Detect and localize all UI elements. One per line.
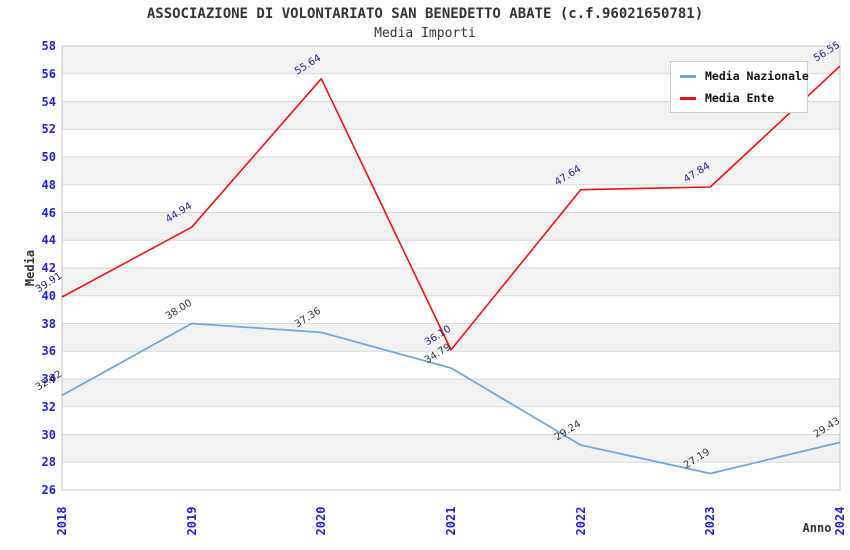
legend-item: Media Ente bbox=[680, 91, 798, 105]
plot-band bbox=[62, 351, 840, 380]
legend: Media Nazionale Media Ente bbox=[670, 61, 809, 113]
plot-band bbox=[62, 157, 840, 185]
y-tick-label: 30 bbox=[41, 427, 56, 442]
plot-band bbox=[62, 406, 840, 435]
series-line-1 bbox=[61, 65, 841, 351]
x-tick-label: 2021 bbox=[444, 506, 458, 536]
y-tick-label: 28 bbox=[41, 455, 56, 470]
x-tick-label: 2020 bbox=[314, 506, 329, 536]
y-tick-label: 54 bbox=[41, 94, 56, 109]
series-line-0 bbox=[61, 322, 841, 475]
legend-line-swatch bbox=[680, 74, 696, 78]
chart-subtitle: Media Importi bbox=[374, 26, 476, 41]
y-tick-label: 36 bbox=[41, 344, 56, 359]
x-tick-label: 2023 bbox=[703, 506, 718, 536]
legend-label: Media Ente bbox=[705, 91, 775, 105]
plot-band bbox=[62, 323, 840, 352]
y-tick-label: 52 bbox=[41, 122, 56, 137]
plot-border bbox=[61, 45, 841, 491]
y-tick-label: 56 bbox=[41, 66, 56, 81]
plot-band bbox=[62, 184, 840, 213]
plot-band bbox=[62, 129, 840, 158]
plot-band bbox=[62, 295, 840, 324]
plot-band bbox=[62, 240, 840, 269]
y-tick-label: 58 bbox=[41, 39, 56, 53]
y-tick-label: 44 bbox=[41, 233, 56, 248]
y-tick-label: 42 bbox=[41, 261, 56, 275]
y-tick-label: 32 bbox=[41, 399, 56, 414]
plot-band bbox=[62, 462, 840, 491]
y-tick-label: 50 bbox=[41, 150, 56, 164]
x-tick-label: 2019 bbox=[184, 506, 199, 536]
y-axis-title: Media bbox=[23, 249, 37, 287]
legend-line-swatch bbox=[680, 96, 696, 100]
plot-band bbox=[62, 379, 840, 407]
chart-title: ASSOCIAZIONE DI VOLONTARIATO SAN BENEDET… bbox=[146, 6, 704, 22]
plot-band bbox=[62, 268, 840, 296]
y-tick-label: 48 bbox=[41, 177, 56, 192]
x-tick-label: 2018 bbox=[55, 506, 69, 536]
y-tick-label: 40 bbox=[41, 288, 56, 303]
x-tick-label: 2022 bbox=[573, 506, 588, 536]
y-tick-label: 26 bbox=[41, 483, 56, 497]
y-tick-label: 46 bbox=[41, 205, 56, 220]
legend-label: Media Nazionale bbox=[705, 69, 809, 83]
y-tick-label: 38 bbox=[41, 316, 56, 331]
y-tick-label: 34 bbox=[41, 372, 56, 386]
legend-item: Media Nazionale bbox=[680, 69, 809, 83]
x-tick-label: 2024 bbox=[833, 506, 847, 536]
plot-band bbox=[62, 434, 840, 463]
x-axis-title: Anno bbox=[802, 521, 832, 535]
